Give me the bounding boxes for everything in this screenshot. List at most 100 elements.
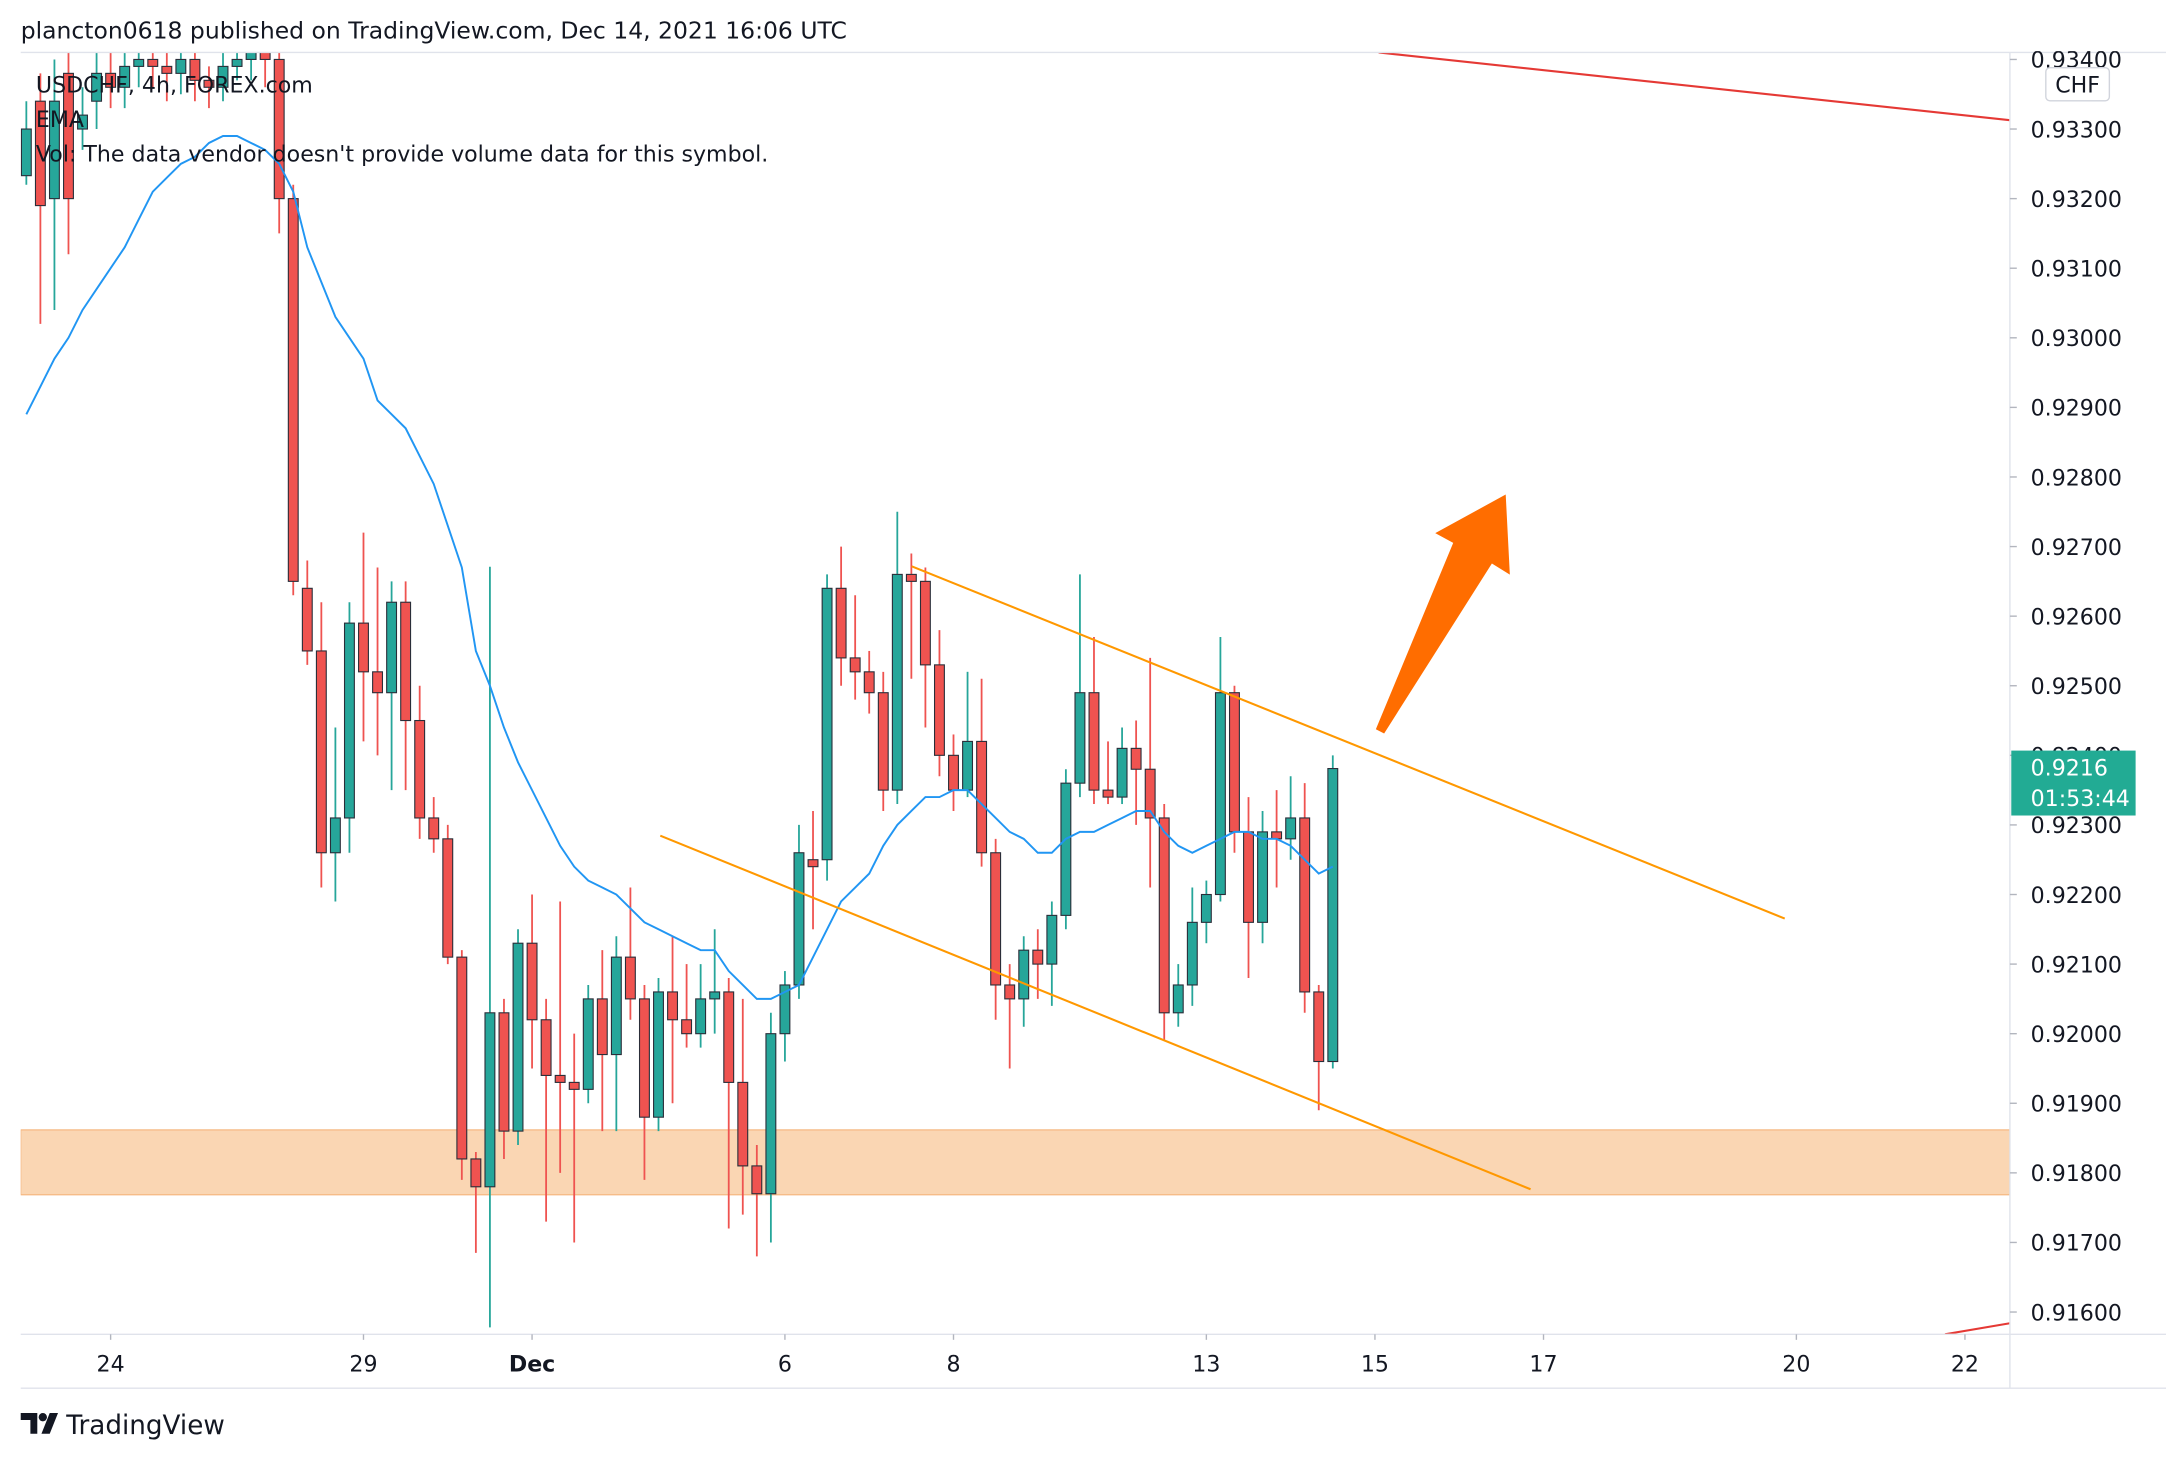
candle-body [1285, 817, 1297, 840]
candle-body [779, 984, 791, 1035]
candle-body [1172, 984, 1184, 1014]
candle-body [526, 942, 538, 1021]
y-tick-label: 0.92000 [2031, 1022, 2122, 1048]
candle-body [1130, 747, 1142, 770]
candle-body [175, 58, 187, 74]
candle-body [653, 991, 664, 1118]
currency-box [2045, 66, 2111, 102]
candle-body [1243, 831, 1254, 923]
currency: CHF [2055, 73, 2100, 99]
trend-line [1944, 1322, 2010, 1335]
y-tick-label: 0.91700 [2031, 1231, 2122, 1257]
candle-body [667, 991, 679, 1021]
arrow [1375, 494, 1510, 734]
candle-body [329, 817, 341, 854]
x-tick-label: 17 [1529, 1352, 1557, 1378]
axes: 0.934000.933000.932000.931000.930000.929… [97, 48, 2122, 1378]
logo-dot [38, 1413, 47, 1422]
candle-body [807, 859, 819, 868]
candle-body [147, 58, 159, 67]
candle-body [301, 587, 313, 652]
x-tick-label: 20 [1782, 1352, 1810, 1378]
candle-body [582, 998, 594, 1090]
candle-body [161, 65, 173, 74]
candle-body [428, 817, 440, 840]
candle-body [48, 100, 60, 200]
candle-body [1088, 692, 1100, 791]
candle-body [540, 1019, 552, 1076]
candle-body [919, 580, 931, 666]
candle-body [1004, 984, 1016, 1000]
candle-body [568, 1081, 580, 1090]
candle-body [1158, 817, 1170, 1014]
candle-body [821, 587, 833, 861]
candle-body [386, 601, 398, 694]
candle-body [133, 58, 145, 67]
candle-body [400, 601, 412, 722]
x-tick-label: 15 [1361, 1352, 1389, 1378]
volume-note: Vol: The data vendor doesn't provide vol… [36, 142, 768, 168]
y-tick-label: 0.92300 [2031, 813, 2122, 839]
candle-body [624, 956, 636, 1000]
candle-body [217, 65, 229, 88]
support-zone [20, 1129, 2010, 1196]
candle-body [442, 838, 454, 958]
last-price: 0.9216 [2031, 755, 2108, 781]
x-tick-label: 13 [1192, 1352, 1220, 1378]
candle-body [273, 58, 285, 200]
x-tick-label: 8 [946, 1352, 960, 1378]
candle-body [287, 198, 299, 582]
candle-body [91, 72, 103, 102]
y-tick-label: 0.93300 [2031, 117, 2122, 143]
candle-body [1228, 692, 1240, 833]
candle-body [695, 998, 707, 1035]
candle-body [245, 52, 257, 60]
candle-body [765, 1033, 777, 1195]
x-tick-label: 22 [1951, 1352, 1979, 1378]
candle-body [203, 79, 215, 88]
candle-body [63, 72, 74, 200]
candle-body [1144, 768, 1156, 819]
candle-body [976, 740, 988, 854]
drawings [20, 52, 2010, 1335]
y-tick-label: 0.93000 [2031, 326, 2122, 352]
candle-body [77, 114, 89, 130]
trend-line [1378, 52, 2010, 122]
symbol-legend: USDCHF, 4h, FOREX.com [36, 73, 313, 99]
indicator-legend: EMA [36, 107, 84, 133]
x-tick-label: Dec [509, 1352, 555, 1378]
candle-body [849, 657, 861, 673]
candle-body [723, 991, 735, 1083]
candle-body [484, 1012, 496, 1188]
candle-body [793, 852, 805, 986]
y-tick-label: 0.93100 [2031, 257, 2122, 283]
candle-body [358, 622, 369, 673]
candle-body [1018, 949, 1030, 1000]
candle-body [189, 58, 201, 81]
candle-body [709, 991, 721, 1000]
candle-body [1214, 692, 1226, 896]
candle-body [259, 52, 271, 60]
countdown: 01:53:44 [2031, 786, 2130, 812]
channel-line [911, 565, 1786, 920]
candle-body [105, 72, 117, 88]
y-tick-label: 0.91800 [2031, 1161, 2122, 1187]
candles [20, 52, 1339, 1328]
candle-body [1299, 817, 1311, 993]
candle-body [1032, 949, 1044, 965]
candle-body [877, 692, 889, 791]
candle-body [905, 573, 917, 582]
header-bg [0, 0, 2166, 52]
candle-body [315, 650, 327, 854]
logo [20, 1413, 59, 1434]
candle-body [414, 719, 426, 819]
candle-body [990, 852, 1002, 986]
y-tick-label: 0.92600 [2031, 604, 2122, 630]
candle-body [1102, 789, 1114, 798]
y-tick-label: 0.92500 [2031, 674, 2122, 700]
candle-body [372, 671, 384, 694]
candle-body [1327, 767, 1339, 1063]
candle-body [891, 573, 903, 791]
y-tick-label: 0.92700 [2031, 535, 2122, 561]
